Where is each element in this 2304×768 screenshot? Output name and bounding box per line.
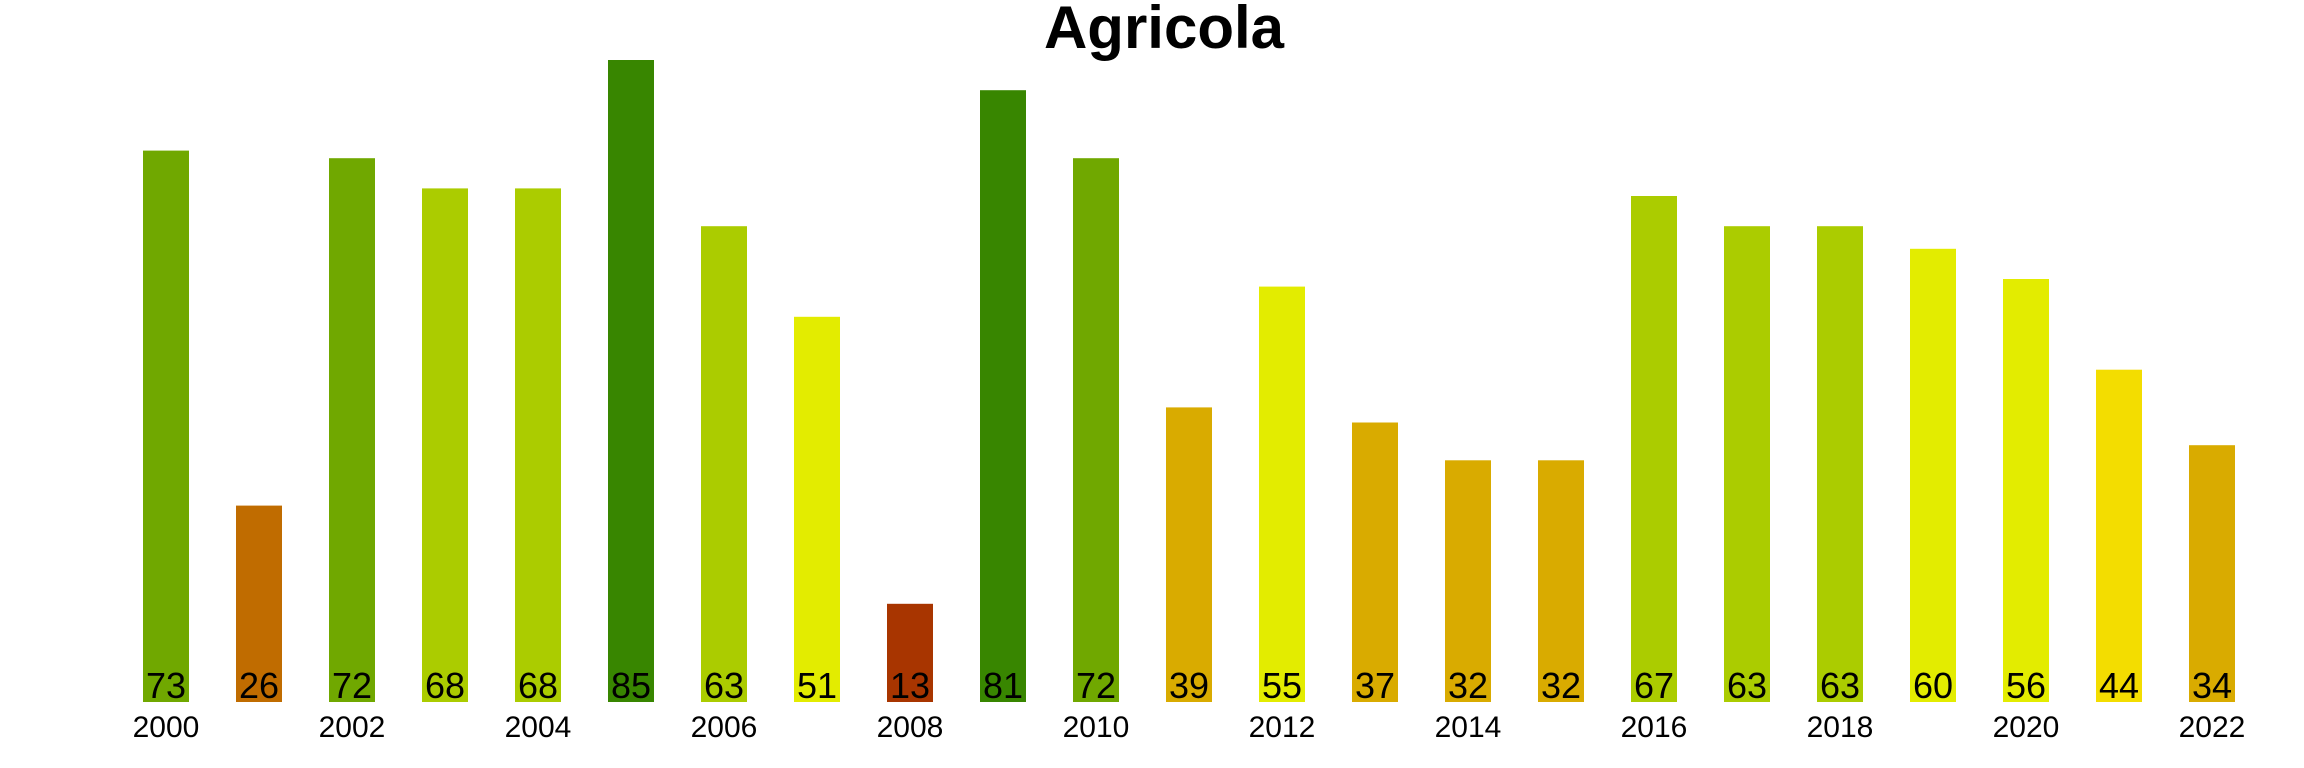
value-label-2002: 72 [332, 665, 372, 706]
value-label-2021: 44 [2099, 665, 2139, 706]
value-label-2004: 68 [518, 665, 558, 706]
bar-2015 [1538, 460, 1584, 702]
bar-2020 [2003, 279, 2049, 702]
bar-2006 [701, 226, 747, 702]
bar-2013 [1352, 422, 1398, 702]
x-tick-label-2012: 2012 [1249, 711, 1316, 744]
value-label-2014: 32 [1448, 665, 1488, 706]
value-label-2001: 26 [239, 665, 279, 706]
chart-title: Agricola [1044, 0, 1285, 61]
bar-2017 [1724, 226, 1770, 702]
value-label-2005: 85 [611, 665, 651, 706]
bar-2007 [794, 316, 840, 702]
value-label-2003: 68 [425, 665, 465, 706]
bar-2003 [422, 188, 468, 702]
bar-2019 [1910, 248, 1956, 703]
bar-2002 [329, 158, 375, 702]
value-label-2020: 56 [2006, 665, 2046, 706]
value-label-2018: 63 [1820, 665, 1860, 706]
bar-2011 [1166, 407, 1212, 702]
bar-2022 [2189, 445, 2235, 702]
x-tick-label-2020: 2020 [1993, 711, 2060, 744]
bar-2016 [1631, 196, 1677, 702]
x-tick-label-2006: 2006 [691, 711, 758, 744]
value-label-2011: 39 [1169, 665, 1209, 706]
x-tick-label-2002: 2002 [319, 711, 386, 744]
bar-2021 [2096, 369, 2142, 702]
value-label-2007: 51 [797, 665, 837, 706]
value-label-2008: 13 [890, 665, 930, 706]
value-label-2013: 37 [1355, 665, 1395, 706]
value-label-2012: 55 [1262, 665, 1302, 706]
value-label-2016: 67 [1634, 665, 1674, 706]
value-label-2000: 73 [146, 665, 186, 706]
bar-2012 [1259, 286, 1305, 702]
x-tick-label-2000: 2000 [133, 711, 200, 744]
x-tick-label-2022: 2022 [2179, 711, 2246, 744]
x-tick-label-2008: 2008 [877, 711, 944, 744]
value-label-2022: 34 [2192, 665, 2232, 706]
bar-2010 [1073, 158, 1119, 702]
x-tick-label-2018: 2018 [1807, 711, 1874, 744]
bar-2018 [1817, 226, 1863, 702]
bar-2000 [143, 150, 189, 703]
bar-2004 [515, 188, 561, 702]
bar-2014 [1445, 460, 1491, 702]
bar-2008 [887, 603, 933, 702]
x-tick-labels-group: 2000 2002 2004 2006 2008 2010 2012 2014 2016 2018… [133, 711, 2246, 744]
bar-2005 [608, 60, 654, 702]
bars-group [143, 60, 2235, 703]
bar-2009 [980, 90, 1026, 702]
value-label-2009: 81 [983, 665, 1023, 706]
x-tick-label-2010: 2010 [1063, 711, 1130, 744]
value-label-2019: 60 [1913, 665, 1953, 706]
value-label-2010: 72 [1076, 665, 1116, 706]
value-label-2015: 32 [1541, 665, 1581, 706]
value-labels-group: 73 26 72 68 68 85 63 51 13 81 72 39 55 37 32 32 67 63 63 60… [146, 665, 2232, 706]
x-tick-label-2014: 2014 [1435, 711, 1502, 744]
value-label-2017: 63 [1727, 665, 1767, 706]
value-label-2006: 63 [704, 665, 744, 706]
x-tick-label-2016: 2016 [1621, 711, 1688, 744]
bar-2001 [236, 505, 282, 702]
x-tick-label-2004: 2004 [505, 711, 572, 744]
